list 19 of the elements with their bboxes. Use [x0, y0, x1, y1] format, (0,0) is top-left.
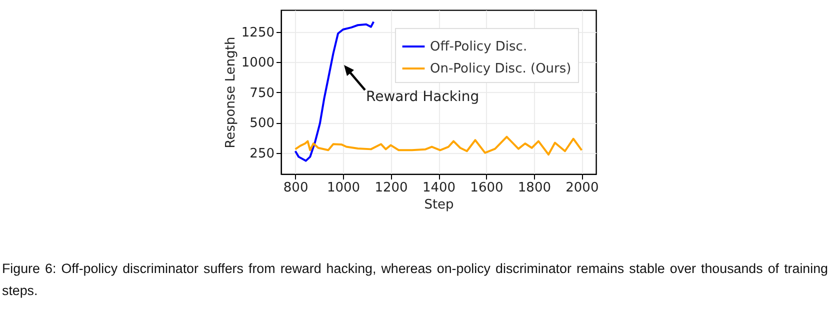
caption: Figure 6: Off-policy discriminator suffers from reward hacking, whereas on-policy discriminator remains stable over thousands of training steps. [2, 260, 828, 300]
x-tick-label: 800 [283, 180, 308, 196]
annotation: Reward Hacking [366, 89, 480, 105]
x-tick-label: 1600 [470, 180, 504, 196]
line-series [294, 136, 583, 156]
legend-label: Off-Policy Disc. [430, 40, 528, 54]
x-tick-label: 1000 [327, 180, 360, 196]
y-tick-label: 1250 [241, 25, 274, 40]
x-tick-label: 2000 [566, 180, 599, 196]
x-tick-label: 1800 [518, 180, 551, 196]
y-tick-label: 250 [250, 146, 274, 162]
legend-label: On-Policy Disc. (Ours) [430, 62, 572, 76]
x-axis-title: Step [424, 198, 454, 212]
x-tick-label: 1400 [422, 180, 456, 196]
x-tick-label: 1200 [374, 180, 408, 196]
y-axis-title: Response Length [223, 36, 238, 148]
y-tick-label: 1000 [241, 56, 274, 71]
y-tick-label: 500 [250, 116, 274, 132]
y-tick-label: 750 [250, 86, 274, 101]
